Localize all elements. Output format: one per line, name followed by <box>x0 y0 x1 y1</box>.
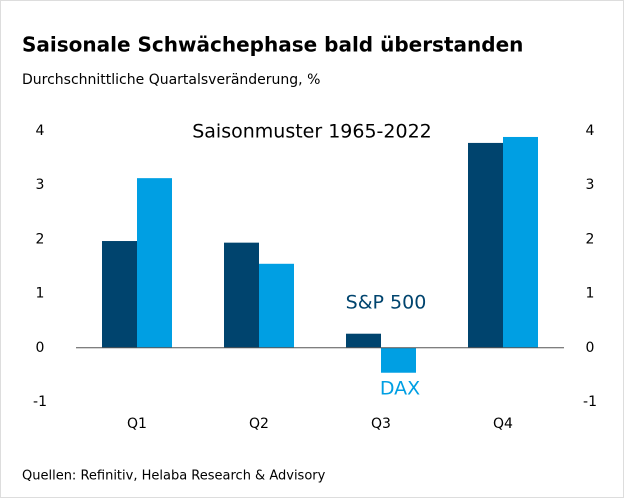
bar <box>224 242 259 348</box>
bar <box>102 241 137 348</box>
legend-label: S&P 500 <box>346 292 427 314</box>
y2-tick-label: 4 <box>586 123 595 139</box>
y2-tick-label: 0 <box>586 340 595 356</box>
y2-tick-label: 3 <box>586 177 595 193</box>
x-tick-label: Q2 <box>249 416 269 432</box>
bar <box>381 347 416 373</box>
annotation: Saisonmuster 1965-2022 <box>192 121 432 143</box>
y2-tick-label: -1 <box>583 394 597 410</box>
bar <box>137 178 172 348</box>
x-tick-label: Q1 <box>127 416 147 432</box>
y-tick-label: 2 <box>36 231 45 247</box>
y-tick-label: 0 <box>36 340 45 356</box>
y2-tick-label: 2 <box>586 231 595 247</box>
source: Quellen: Refinitiv, Helaba Research & Ad… <box>22 469 326 484</box>
y2-tick-label: 1 <box>586 286 595 302</box>
bar <box>346 333 381 348</box>
x-tick-label: Q3 <box>371 416 391 432</box>
y-tick-label: 4 <box>36 123 45 139</box>
y-tick-label: 3 <box>36 177 45 193</box>
chart-subtitle: Durchschnittliche Quartalsveränderung, % <box>22 72 320 88</box>
y-tick-label: -1 <box>33 394 47 410</box>
chart-title: Saisonale Schwächephase bald überstanden <box>22 33 523 57</box>
bar <box>503 136 538 348</box>
y-tick-label: 1 <box>36 286 45 302</box>
x-tick-label: Q4 <box>493 416 513 432</box>
legend-label: DAX <box>380 378 420 400</box>
bar <box>259 263 294 348</box>
bar <box>468 142 503 348</box>
